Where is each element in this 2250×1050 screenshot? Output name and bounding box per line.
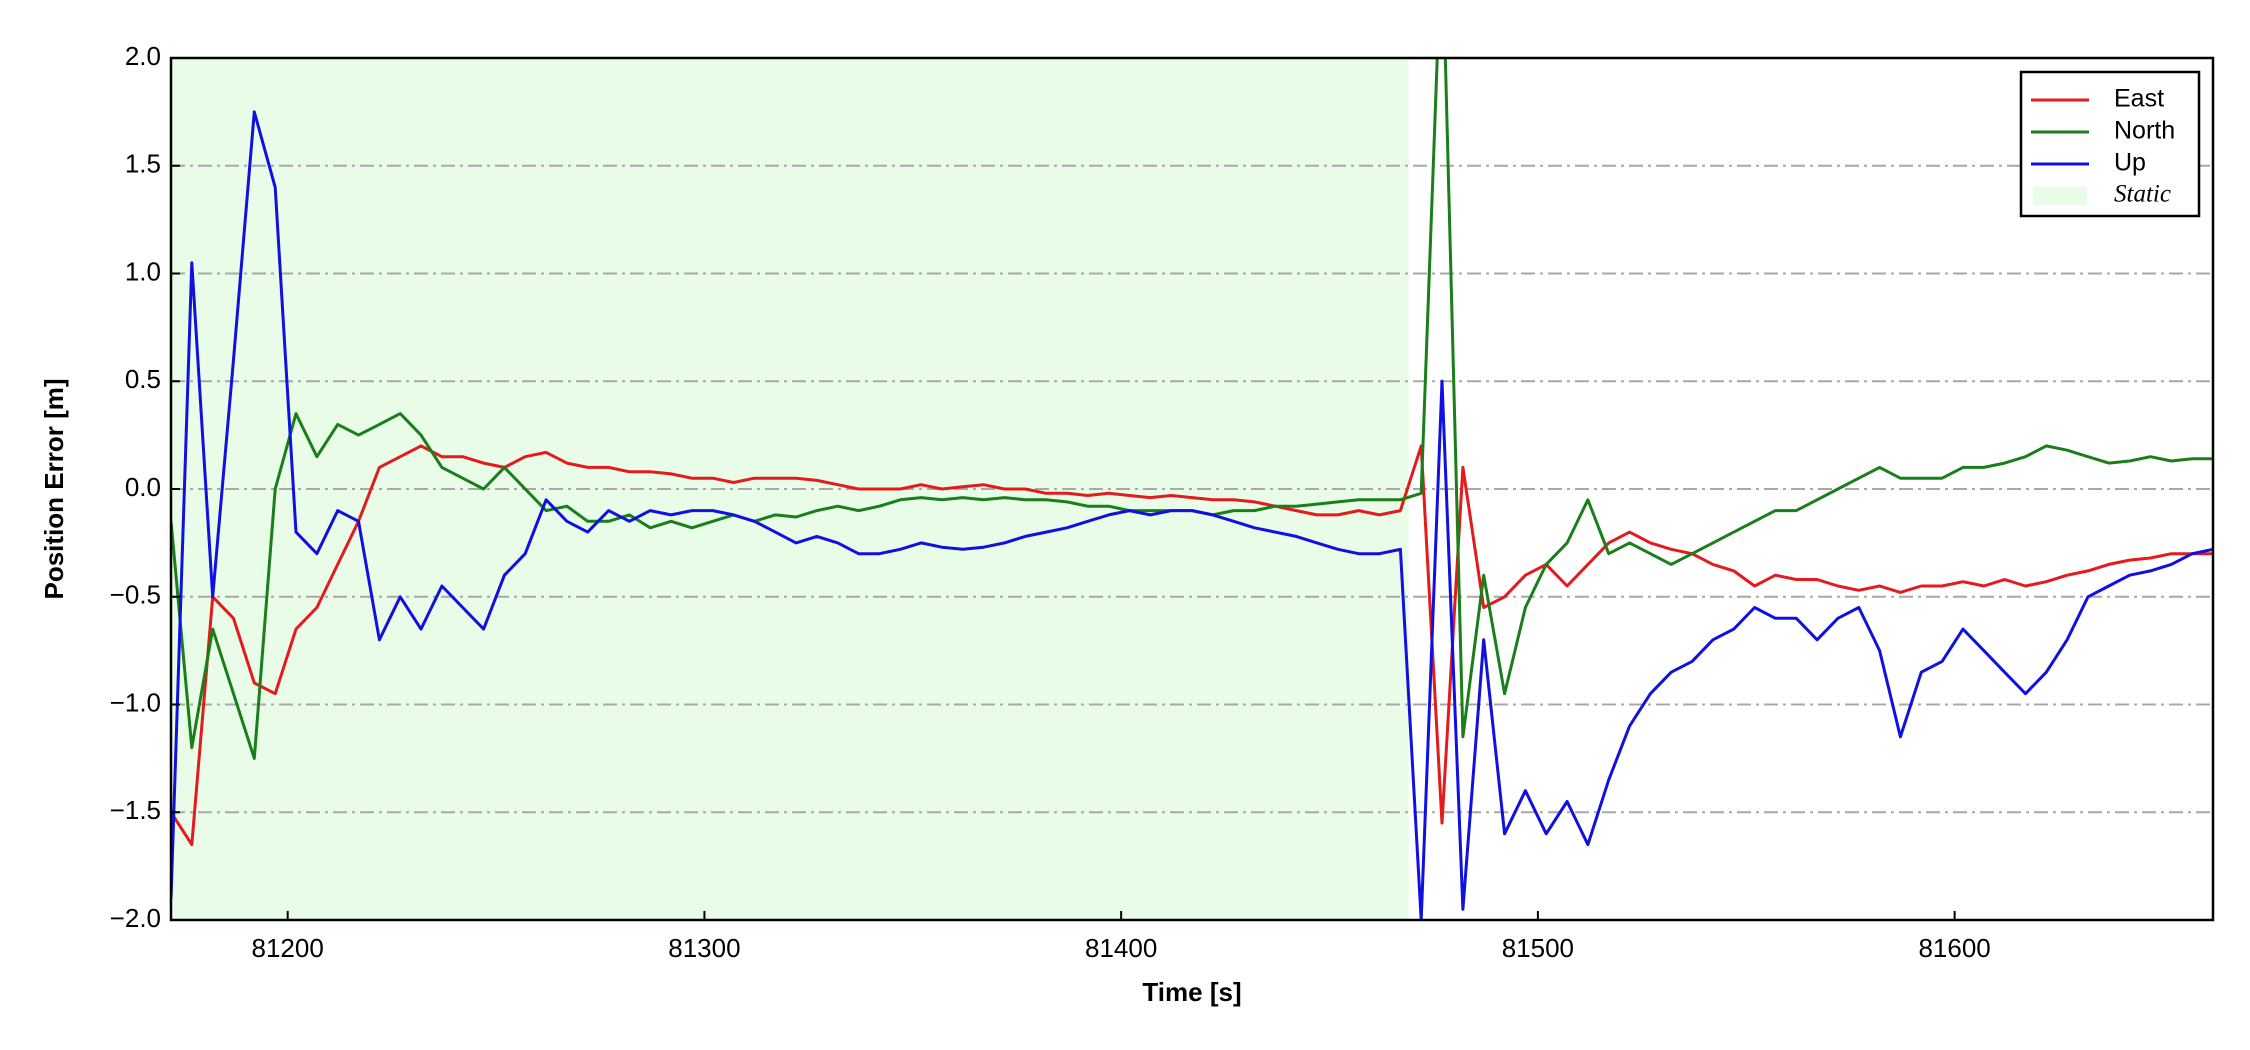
- series-line: [171, 444, 2213, 847]
- y-tick-label: −1.5: [110, 795, 161, 825]
- x-tick-label: 81400: [1085, 933, 1157, 963]
- y-tick-label: −2.0: [110, 903, 161, 933]
- y-tick-label: −1.0: [110, 687, 161, 717]
- legend-swatch: [2033, 187, 2087, 205]
- legend-label: North: [2114, 117, 2175, 145]
- y-tick-label: 1.5: [125, 149, 161, 179]
- plot-area: [171, 58, 2213, 920]
- x-tick-label: 81600: [1918, 933, 1990, 963]
- legend-label: Up: [2114, 149, 2146, 177]
- x-tick-label: 81300: [668, 933, 740, 963]
- y-tick-label: 2.0: [125, 41, 161, 71]
- y-tick-label: 1.0: [125, 256, 161, 286]
- x-tick-label: 81200: [252, 933, 324, 963]
- series-line: [171, 110, 2213, 920]
- legend: East North Up Static: [2019, 70, 2201, 218]
- y-tick-label: 0.0: [125, 472, 161, 502]
- y-tick-label: 0.5: [125, 364, 161, 394]
- x-axis-title: Time [s]: [1142, 977, 1241, 1007]
- x-tick-label: 81500: [1502, 933, 1574, 963]
- y-tick-label: −0.5: [110, 580, 161, 610]
- legend-label: Static: [2114, 181, 2171, 208]
- static-region: [171, 58, 1409, 920]
- y-axis-title: Position Error [m]: [39, 378, 69, 599]
- legend-label: East: [2114, 85, 2164, 113]
